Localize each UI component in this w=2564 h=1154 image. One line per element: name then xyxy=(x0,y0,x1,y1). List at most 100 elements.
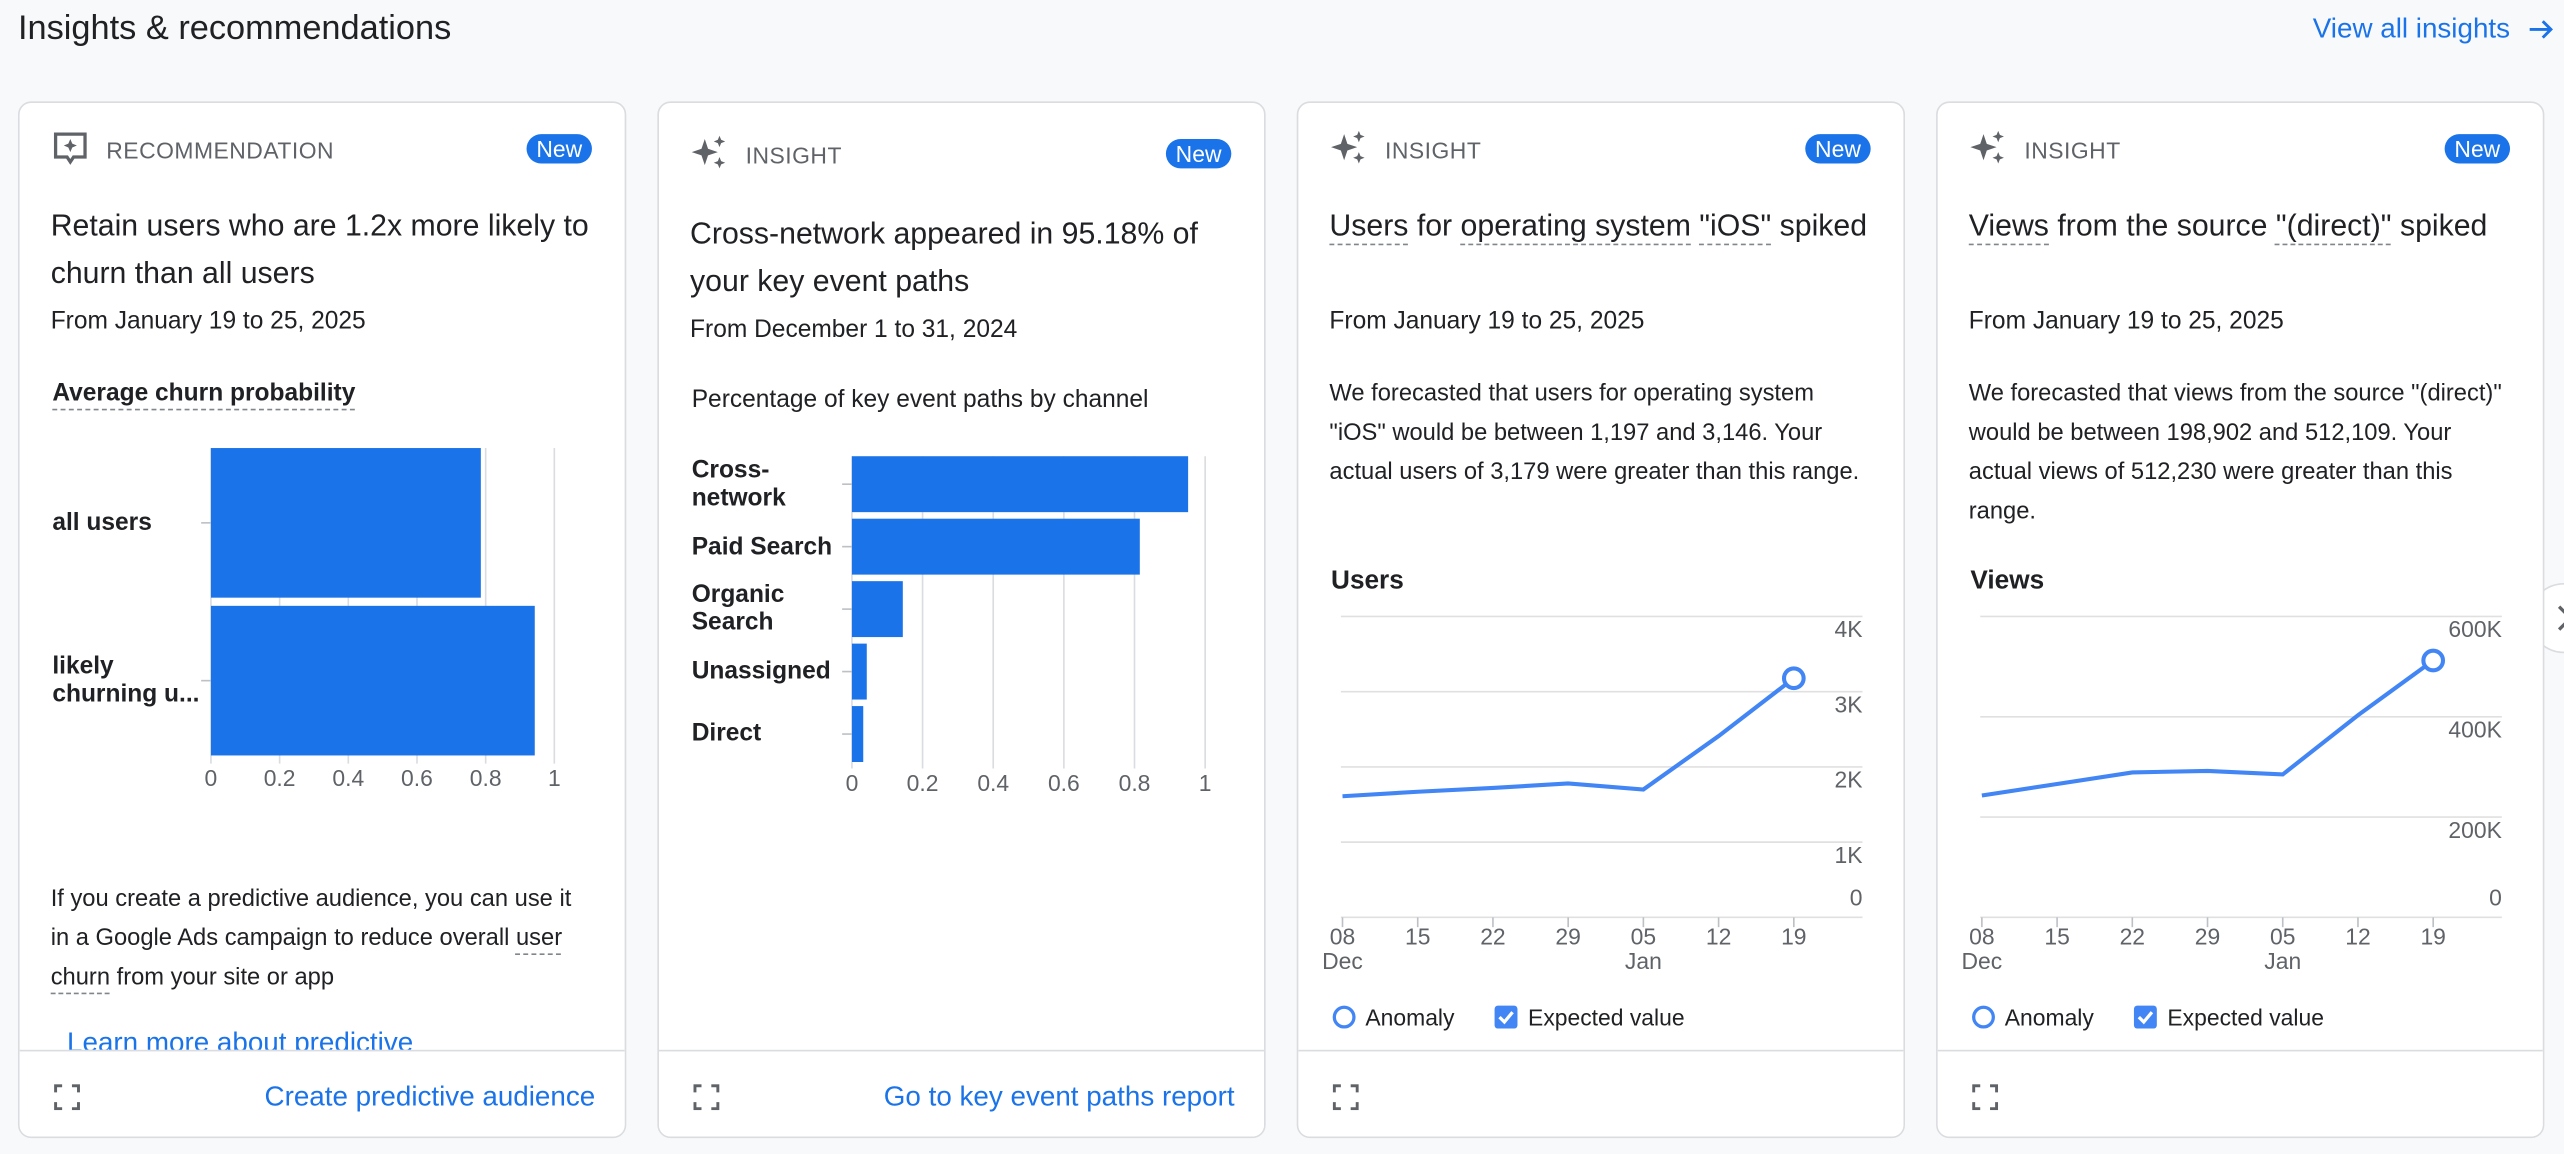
category-label: Cross-network xyxy=(692,456,846,512)
x-tick-label: 08 xyxy=(1969,924,1994,950)
x-tick-label: 19 xyxy=(1781,924,1806,950)
new-badge: New xyxy=(1165,138,1232,169)
text-part: Users xyxy=(1329,207,1409,243)
bar-chart: 0 0.2 0.4 0.6 0.8 1 xyxy=(842,456,1212,796)
bar xyxy=(851,643,867,700)
bar xyxy=(210,448,481,598)
card-kind: RECOMMENDATION xyxy=(106,137,335,164)
card-body: We forecasted that users for operating s… xyxy=(1329,374,1869,492)
text-part: for xyxy=(1408,207,1461,243)
y-tick-label: 4K xyxy=(1835,616,1863,642)
icon-shape xyxy=(1970,134,1997,161)
category-label: all users xyxy=(52,448,216,598)
chart-title: Users xyxy=(1331,567,1404,596)
card-icon xyxy=(53,132,87,165)
card-footer: Go to key event paths report xyxy=(658,1049,1265,1137)
x-tick-label: 0 xyxy=(205,765,218,791)
category-label: Unassigned xyxy=(692,644,846,700)
card-date: From January 19 to 25, 2025 xyxy=(1329,307,1645,336)
category-text: Direct xyxy=(691,720,762,748)
anomaly-point xyxy=(1781,666,1806,691)
icon-shape xyxy=(1331,134,1358,161)
x-tick-label: 29 xyxy=(2195,924,2220,950)
bar xyxy=(851,706,864,763)
text-part: Views xyxy=(1968,207,2049,243)
x-tick-label: 0 xyxy=(846,770,859,796)
category-label: Direct xyxy=(692,706,846,762)
bar xyxy=(851,518,1140,575)
icon-shape xyxy=(1353,130,1365,143)
category-label: Paid Search xyxy=(692,519,846,575)
data-line xyxy=(1342,676,1796,799)
expand-icon[interactable] xyxy=(1972,1084,1999,1111)
category-label: likely churning u... xyxy=(52,606,216,756)
chart-title: Views xyxy=(1970,567,2045,596)
card-body: If you create a predictive audience, you… xyxy=(51,880,574,998)
arrow-icon[interactable] xyxy=(2528,16,2554,42)
legend-label: Expected value xyxy=(1528,1004,1685,1031)
x-tick-label: 12 xyxy=(2345,924,2370,950)
legend-icon xyxy=(1495,1005,1519,1029)
category-text: Organic Search xyxy=(691,581,785,637)
y-tick-label: 0 xyxy=(1850,884,1863,910)
expand-icon[interactable] xyxy=(693,1084,720,1111)
card-date: From January 19 to 25, 2025 xyxy=(50,307,366,336)
card-title: Views from the source "(direct)" spiked xyxy=(1969,201,2517,248)
footer-action[interactable]: Go to key event paths report xyxy=(883,1080,1235,1112)
text-part: user churn xyxy=(50,925,563,991)
y-tick-label: 3K xyxy=(1835,691,1863,717)
new-badge: New xyxy=(526,134,592,164)
legend-icon xyxy=(1972,1005,1995,1029)
card-title: Users for operating system "iOS" spiked xyxy=(1329,201,1877,248)
x-tick-label: 0.8 xyxy=(470,765,502,791)
icon-shape xyxy=(1332,1005,1356,1029)
x-tick-label: 0.4 xyxy=(977,770,1009,796)
x-tick-label: 05 xyxy=(2270,924,2295,950)
chevron xyxy=(2557,605,2564,631)
x-tick-label: 0.2 xyxy=(907,770,939,796)
text-part: We forecasted that users for operating s… xyxy=(1329,381,1860,486)
y-tick-label: 400K xyxy=(2448,717,2501,743)
card-kind: INSIGHT xyxy=(2024,137,2121,164)
card-footer xyxy=(1298,1049,1904,1137)
x-month-label: Jan xyxy=(2264,948,2301,974)
category-text: all users xyxy=(52,508,152,537)
icon-shape xyxy=(1495,1005,1519,1029)
x-tick-label: 22 xyxy=(2120,924,2145,950)
x-tick-label: 15 xyxy=(1405,924,1430,950)
icon-shape xyxy=(1992,152,2004,164)
bar xyxy=(210,605,535,756)
expand-icon[interactable] xyxy=(54,1084,80,1111)
category-text: likely churning u... xyxy=(52,652,200,709)
new-badge: New xyxy=(1805,134,1871,164)
x-tick-label: 0.8 xyxy=(1119,770,1151,796)
icon-shape xyxy=(1353,152,1365,164)
footer-action[interactable]: Create predictive audience xyxy=(264,1080,596,1112)
insight-card: INSIGHT New Cross-network appeared in 95.1… xyxy=(657,101,1266,1139)
text-part: from the source xyxy=(2048,207,2276,243)
insight-card: RECOMMENDATION New Retain users who are 1.… xyxy=(17,101,627,1139)
card-footer: Create predictive audience xyxy=(19,1049,625,1137)
card-title: Retain users who are 1.2x more likely to… xyxy=(51,201,599,296)
card-footer xyxy=(1937,1049,2543,1137)
icon-shape xyxy=(1972,1084,1999,1111)
insight-card: INSIGHT New Users for operating system "iO… xyxy=(1296,101,1906,1139)
icon-shape xyxy=(713,135,726,148)
chart-title: Average churn probability xyxy=(52,379,356,408)
x-tick-label: 19 xyxy=(2420,924,2445,950)
icon-shape xyxy=(2138,1011,2154,1025)
card-title: Cross-network appeared in 95.18% of your… xyxy=(690,209,1238,304)
icon-shape xyxy=(693,1084,720,1111)
text-part: operating system xyxy=(1460,207,1691,243)
legend-icon xyxy=(2134,1005,2158,1029)
x-tick-label: 22 xyxy=(1480,924,1505,950)
icon-shape xyxy=(1972,1005,1995,1029)
card-date: From December 1 to 31, 2024 xyxy=(690,315,1018,344)
new-badge: New xyxy=(2444,134,2511,164)
expand-icon[interactable] xyxy=(1332,1084,1359,1111)
icon-shape xyxy=(691,138,718,166)
y-tick-label: 1K xyxy=(1835,842,1863,868)
view-all-link[interactable]: View all insights xyxy=(2312,13,2511,45)
